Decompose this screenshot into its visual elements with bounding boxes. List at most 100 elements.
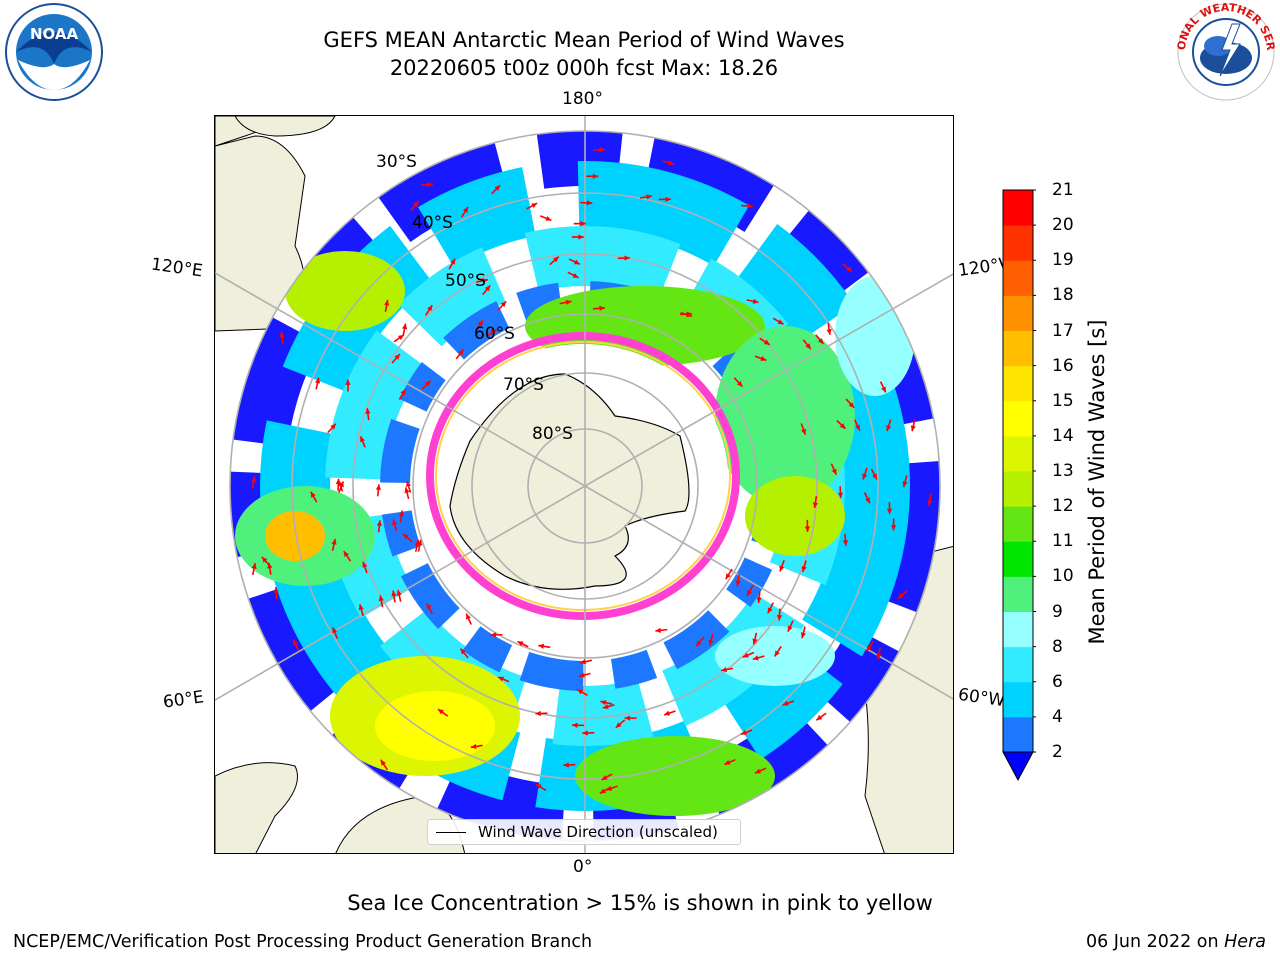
colorbar-tick-label: 18 xyxy=(1052,285,1074,306)
lon-label-0: 0° xyxy=(573,857,593,877)
direction-arrow-head xyxy=(331,538,337,545)
direction-arrow-head xyxy=(490,632,496,638)
direction-arrow-head xyxy=(573,259,580,265)
direction-arrow-head xyxy=(417,539,423,546)
direction-arrow-head xyxy=(668,160,675,166)
direction-arrow-head xyxy=(725,573,731,580)
direction-arrow-head xyxy=(273,587,279,593)
direction-arrow-head xyxy=(360,436,365,443)
direction-arrow-head xyxy=(876,653,882,660)
direction-arrow-head xyxy=(391,590,397,597)
colorbar-segment xyxy=(1003,471,1033,507)
direction-arrow-head xyxy=(742,652,749,658)
direction-arrow-head xyxy=(538,643,545,649)
colorbar-tick-label: 12 xyxy=(1052,496,1074,517)
direction-arrow-head xyxy=(404,487,410,494)
direction-arrow-head xyxy=(801,566,807,573)
direction-arrow-head xyxy=(426,603,432,610)
direction-arrow-head xyxy=(261,556,268,563)
colorbar-tick-label: 10 xyxy=(1052,566,1074,587)
colorbar-segment xyxy=(1003,260,1033,296)
direction-arrow-head xyxy=(563,762,569,768)
legend-label: Wind Wave Direction (unscaled) xyxy=(478,823,718,841)
colorbar-tick-label: 13 xyxy=(1052,461,1074,481)
direction-arrow-head xyxy=(376,520,382,527)
direction-arrow-head xyxy=(782,700,789,706)
sea-ice-inner xyxy=(435,341,731,611)
map-legend: Wind Wave Direction (unscaled) xyxy=(427,819,741,845)
direction-arrow-head xyxy=(397,334,404,341)
colorbar-segment xyxy=(1003,225,1033,261)
direction-arrow-head xyxy=(531,203,538,209)
direction-arrow-head xyxy=(500,301,507,308)
direction-arrow-head xyxy=(624,715,631,721)
colorbar-tick-label: 21 xyxy=(1052,180,1074,200)
legend-line-sample xyxy=(436,832,466,834)
lon-label-60e: 60°E xyxy=(161,687,206,713)
direction-arrow-head xyxy=(401,323,408,330)
direction-arrow-head xyxy=(881,386,886,393)
direction-arrow-head xyxy=(384,299,390,306)
direction-arrow-head xyxy=(572,722,578,728)
direction-arrow-head xyxy=(398,510,405,517)
credit-text: NCEP/EMC/Verification Post Processing Pr… xyxy=(13,932,593,952)
direction-arrow-head xyxy=(427,182,433,188)
direction-arrow-head xyxy=(279,331,285,338)
direction-arrow-head xyxy=(396,589,402,596)
direction-arrow-head xyxy=(763,339,770,345)
date-text: 06 Jun 2022 on Hera xyxy=(1086,932,1266,952)
direction-arrow-head xyxy=(482,278,488,284)
direction-arrow-head xyxy=(578,234,584,240)
direction-arrow-head xyxy=(736,380,743,387)
direction-arrow-head xyxy=(330,423,336,430)
direction-arrow-head xyxy=(615,722,622,728)
direction-arrow-head xyxy=(897,593,904,599)
direction-arrow-head xyxy=(747,203,753,209)
direction-arrow-head xyxy=(804,526,811,532)
direction-arrow-head xyxy=(470,743,477,749)
colorbar-segment xyxy=(1003,435,1033,472)
direction-arrow-head xyxy=(378,595,384,602)
direction-arrow-head xyxy=(517,641,524,647)
direction-arrow-head xyxy=(494,185,501,191)
direction-arrow-head xyxy=(777,319,784,325)
nws-logo: NATIONAL WEATHER SERVICE xyxy=(1176,2,1276,101)
direction-arrow-head xyxy=(425,380,431,387)
direction-arrow-head xyxy=(910,425,916,432)
date-prefix: 06 Jun 2022 on xyxy=(1085,932,1225,952)
direction-arrow-head xyxy=(592,173,599,179)
direction-arrow-head xyxy=(774,650,780,657)
colorbar-segment xyxy=(1003,541,1033,577)
lat-label-80s: 80°S xyxy=(532,424,573,444)
colorbar-tick-label: 19 xyxy=(1052,250,1074,271)
direction-arrow-head xyxy=(846,266,852,272)
direction-arrow-head xyxy=(872,473,877,480)
direction-arrow-head xyxy=(572,272,579,278)
direction-arrow-head xyxy=(535,710,541,717)
direction-arrow-head xyxy=(599,147,606,153)
colorbar-segment xyxy=(1003,365,1033,402)
direction-arrow-head xyxy=(724,759,731,765)
direction-arrow-head xyxy=(392,519,398,526)
direction-arrow-head xyxy=(826,329,832,335)
direction-arrow-head xyxy=(332,627,338,634)
direction-arrow-head xyxy=(800,632,806,639)
direction-arrow-head xyxy=(403,533,409,540)
sea-ice-edge xyxy=(426,332,740,620)
direction-arrow-head xyxy=(886,425,892,432)
colorbar-tick-label: 16 xyxy=(1052,355,1074,376)
direction-arrow-head xyxy=(380,759,386,766)
direction-arrow-head xyxy=(752,655,759,661)
colorbar-segment xyxy=(1003,716,1033,753)
lat-label-30s: 30°S xyxy=(376,152,417,172)
wind-wave-direction-arrows xyxy=(251,147,933,795)
direction-arrow-head xyxy=(413,201,419,208)
direction-arrow-head xyxy=(335,478,341,485)
direction-arrow-head xyxy=(865,497,870,504)
direction-arrow-head xyxy=(251,563,257,569)
colorbar-tick-label: 6 xyxy=(1052,671,1063,692)
colorbar-tick-label: 17 xyxy=(1052,320,1074,341)
noaa-logo: NOAA xyxy=(5,3,103,101)
direction-arrow-head xyxy=(787,625,793,632)
direction-arrow-head xyxy=(752,638,758,645)
